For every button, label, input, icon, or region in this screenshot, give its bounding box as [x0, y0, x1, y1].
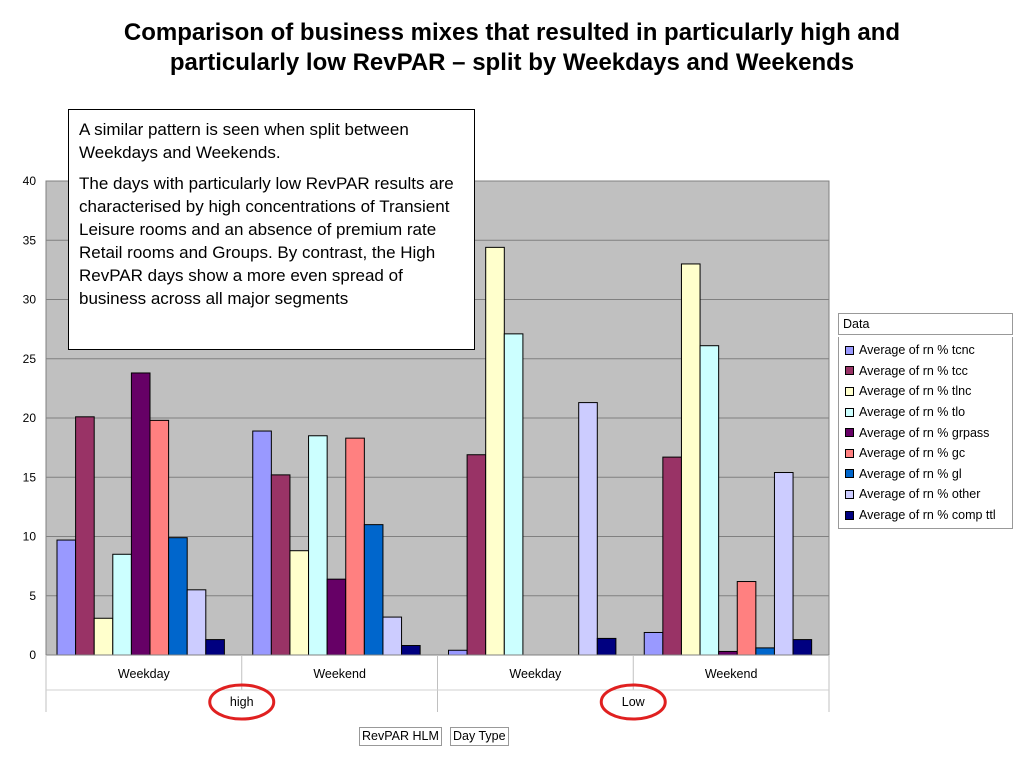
highlight-circle [599, 683, 667, 721]
legend-swatch [845, 428, 854, 438]
y-tick-label: 40 [23, 174, 37, 188]
chart-title-line-1: Comparison of business mixes that result… [123, 19, 901, 46]
bar-7-1 [382, 616, 403, 656]
chart-legend: Data Average of rn % tcnc Average of rn %… [838, 313, 1013, 530]
x-category-label: Weekend [313, 667, 366, 681]
x-category-label: Weekday [509, 667, 562, 681]
bar-7-0 [186, 589, 207, 656]
bar-5-0 [149, 419, 170, 656]
y-tick-label: 20 [23, 411, 37, 425]
bar-1-2 [466, 454, 487, 656]
legend-label: Average of rn % gc [859, 446, 966, 461]
legend-label: Average of rn % tcnc [859, 343, 975, 358]
bar-6-0 [168, 537, 188, 656]
legend-swatch [845, 345, 854, 355]
bar-7-3 [773, 472, 794, 656]
y-tick-label: 25 [23, 352, 37, 366]
bar-5-3 [736, 581, 757, 656]
legend-label: Average of rn % tlnc [859, 384, 972, 399]
bar-7-2 [578, 402, 598, 656]
bar-8-2 [596, 637, 617, 656]
x-group-label: Low [622, 695, 646, 709]
bar-5-1 [345, 437, 365, 656]
bar-4-1 [326, 578, 347, 656]
legend-item: Average of rn % grpass [845, 422, 1012, 443]
legend-item: Average of rn % tlnc [845, 381, 1012, 402]
legend-swatch [845, 448, 854, 458]
commentary-paragraph-2: The days with particularly low RevPAR re… [79, 174, 454, 308]
commentary-textbox: A similar pattern is seen when split bet… [68, 109, 475, 350]
bar-2-1 [289, 550, 310, 656]
legend-item: Average of rn % gl [845, 464, 1012, 485]
legend-item: Average of rn % comp ttl [845, 505, 1012, 526]
legend-label: Average of rn % grpass [859, 425, 990, 440]
field-button-revpar-hlm[interactable]: RevPAR HLM [359, 727, 442, 746]
chart-title: Comparison of business mixes that result… [0, 18, 1024, 78]
bar-8-3 [792, 639, 813, 656]
bar-1-1 [270, 474, 291, 656]
y-tick-label: 30 [23, 293, 37, 307]
x-category-label: Weekday [118, 667, 171, 681]
bar-2-3 [680, 263, 701, 656]
bar-3-3 [699, 345, 720, 656]
bar-3-2 [503, 333, 524, 656]
bar-1-3 [662, 456, 682, 656]
bar-4-0 [130, 372, 151, 656]
bar-3-1 [308, 435, 328, 656]
bar-2-2 [485, 246, 505, 656]
bar-8-0 [205, 639, 225, 656]
x-category-label: Weekend [705, 667, 758, 681]
legend-swatch [845, 469, 854, 479]
y-tick-label: 0 [29, 648, 36, 662]
legend-item: Average of rn % gc [845, 443, 1012, 464]
bar-0-0 [56, 539, 77, 656]
legend-swatch [845, 366, 854, 376]
legend-swatch [845, 489, 854, 499]
y-tick-label: 15 [23, 470, 37, 484]
bar-8-1 [401, 645, 421, 656]
bar-4-3 [718, 650, 738, 656]
y-tick-label: 5 [29, 589, 36, 603]
legend-items: Average of rn % tcnc Average of rn % tcc A… [838, 337, 1013, 530]
highlight-circle [208, 683, 276, 721]
legend-label: Average of rn % comp ttl [859, 508, 996, 523]
legend-label: Average of rn % gl [859, 466, 962, 481]
bar-0-3 [643, 631, 664, 656]
legend-label: Average of rn % other [859, 487, 981, 502]
bar-6-1 [363, 524, 384, 656]
bar-2-0 [93, 617, 114, 656]
chart-title-line-2: particularly low RevPAR – split by Weekd… [169, 49, 855, 76]
legend-item: Average of rn % tcc [845, 361, 1012, 382]
bar-3-0 [112, 553, 132, 656]
y-tick-label: 35 [23, 233, 37, 247]
bar-1-0 [75, 416, 95, 656]
legend-item: Average of rn % other [845, 484, 1012, 505]
commentary-paragraph-1: A similar pattern is seen when split bet… [79, 120, 409, 162]
x-group-label: high [230, 695, 254, 709]
bar-0-2 [448, 649, 468, 656]
field-button-day-type[interactable]: Day Type [450, 727, 509, 746]
bar-0-1 [252, 430, 272, 656]
y-tick-label: 10 [23, 530, 37, 544]
bar-6-3 [755, 647, 775, 656]
legend-title[interactable]: Data [838, 313, 1013, 335]
legend-swatch [845, 386, 854, 396]
legend-label: Average of rn % tcc [859, 363, 968, 378]
legend-swatch [845, 510, 854, 520]
legend-item: Average of rn % tcnc [845, 340, 1012, 361]
legend-item: Average of rn % tlo [845, 402, 1012, 423]
legend-swatch [845, 407, 854, 417]
legend-label: Average of rn % tlo [859, 405, 966, 420]
